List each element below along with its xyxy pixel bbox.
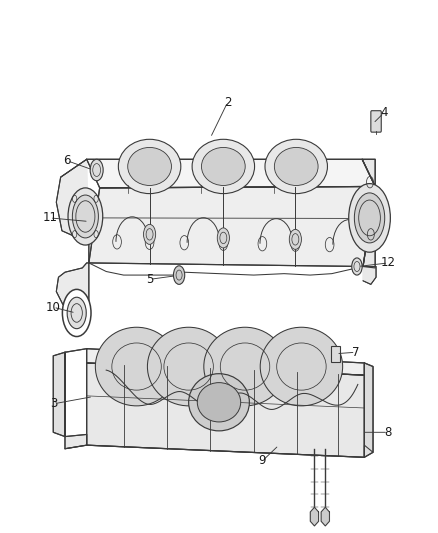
Circle shape [349,183,390,252]
Ellipse shape [204,327,286,406]
Polygon shape [65,349,87,449]
Text: 6: 6 [64,154,71,167]
Polygon shape [310,507,318,526]
Circle shape [289,229,301,249]
FancyBboxPatch shape [332,346,340,361]
Ellipse shape [118,139,181,193]
Polygon shape [57,159,89,309]
Polygon shape [364,363,373,453]
Circle shape [67,297,86,329]
Circle shape [90,159,103,181]
Text: 4: 4 [380,107,388,119]
Polygon shape [87,349,364,375]
Ellipse shape [201,148,245,185]
FancyBboxPatch shape [371,111,381,132]
Ellipse shape [265,139,328,193]
Polygon shape [89,187,375,266]
Ellipse shape [128,148,171,185]
Polygon shape [364,363,373,457]
Polygon shape [87,159,375,188]
Text: 11: 11 [42,212,57,224]
Text: 9: 9 [258,454,266,467]
Circle shape [62,289,91,336]
Ellipse shape [189,374,249,431]
Circle shape [217,228,230,248]
Ellipse shape [260,327,343,406]
Text: 5: 5 [146,273,153,286]
Ellipse shape [197,383,241,422]
Circle shape [173,266,185,285]
Circle shape [354,193,385,243]
Polygon shape [362,159,375,268]
Polygon shape [321,507,329,526]
Ellipse shape [148,327,230,406]
Ellipse shape [95,327,178,406]
Text: 7: 7 [352,346,360,359]
Circle shape [72,195,99,238]
Text: 10: 10 [46,301,61,314]
Text: 8: 8 [385,426,392,439]
Circle shape [352,258,362,275]
Ellipse shape [274,148,318,185]
Polygon shape [363,266,376,285]
Ellipse shape [192,139,254,193]
Text: 3: 3 [50,397,58,410]
Text: 12: 12 [381,256,396,269]
Polygon shape [87,363,364,457]
Circle shape [68,188,103,245]
Text: 2: 2 [224,95,231,109]
Polygon shape [53,352,65,437]
Circle shape [144,224,155,244]
